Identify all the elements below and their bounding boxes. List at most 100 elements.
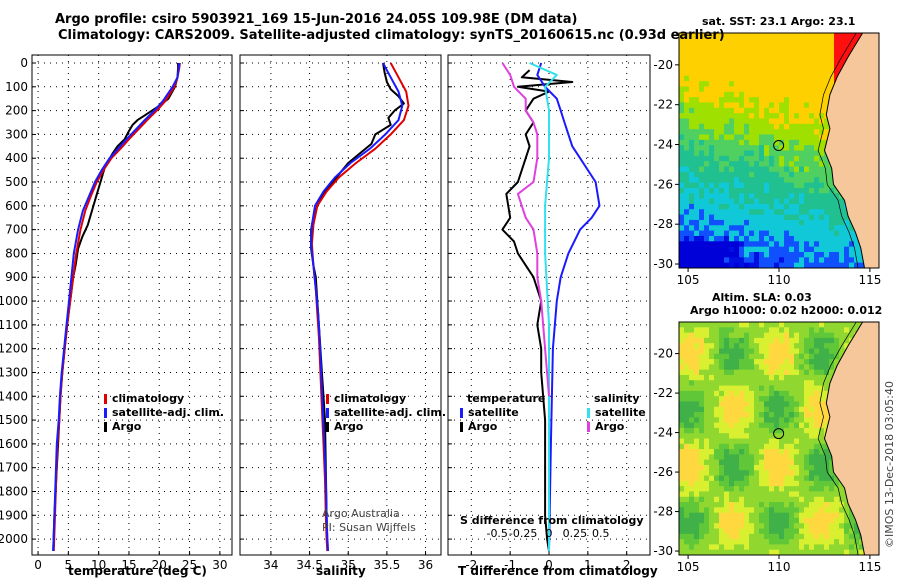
map-cell <box>754 528 760 535</box>
map-cell <box>849 332 855 339</box>
map-cell <box>824 155 830 162</box>
map-cell <box>699 43 705 50</box>
map-cell <box>834 203 840 210</box>
map-cell <box>704 129 710 135</box>
map-cell <box>729 412 735 418</box>
map-cell <box>759 359 765 365</box>
map-cell <box>774 374 780 381</box>
map-cell <box>814 507 820 514</box>
map-cell <box>749 187 755 194</box>
map-cell <box>814 225 820 232</box>
map-cell <box>769 182 775 189</box>
map-cell <box>729 235 735 242</box>
map-cell <box>774 353 780 360</box>
map-cell <box>764 70 770 77</box>
map-cell <box>779 257 785 264</box>
map-cell <box>729 129 735 135</box>
map-cell <box>829 65 835 71</box>
map-cell <box>769 59 775 66</box>
map-cell <box>799 91 805 98</box>
map-cell <box>734 198 740 205</box>
map-cell <box>794 502 800 508</box>
map-cell <box>729 380 735 387</box>
map-cell <box>684 454 690 461</box>
map-cell <box>694 374 700 381</box>
salinity-frame <box>239 54 442 556</box>
map-cell <box>844 343 850 349</box>
map-cell <box>699 86 705 93</box>
map-cell <box>749 486 755 492</box>
map-cell <box>719 241 725 248</box>
map-cell <box>684 443 690 450</box>
map-cell <box>744 262 750 269</box>
map-cell <box>799 427 805 434</box>
legend-sal-climatology: climatology <box>326 392 406 405</box>
map-cell <box>824 171 830 178</box>
map-cell <box>684 177 690 184</box>
depth-tick-label: 1300 <box>0 365 28 379</box>
map-cell <box>724 396 730 402</box>
map-cell <box>704 353 710 360</box>
map-cell <box>699 150 705 157</box>
map-cell <box>784 443 790 450</box>
map-cell <box>789 353 795 360</box>
map-cell <box>824 129 830 135</box>
map-cell <box>799 322 805 328</box>
map-cell <box>709 59 715 66</box>
map-cell <box>724 459 730 466</box>
map-cell <box>834 337 840 344</box>
map-cell <box>784 507 790 514</box>
map-cell <box>769 54 775 61</box>
map-cell <box>789 97 795 103</box>
map-cell <box>789 145 795 151</box>
map-cell <box>764 123 770 130</box>
map-cell <box>694 507 700 514</box>
map-cell <box>784 150 790 157</box>
map-cell <box>739 359 745 365</box>
map-cell <box>769 380 775 387</box>
map-cell <box>689 102 695 109</box>
map-cell <box>809 502 815 508</box>
map-cell <box>774 182 780 189</box>
map-cell <box>764 449 770 455</box>
map-cell <box>694 107 700 114</box>
map-cell <box>819 241 825 248</box>
map-cell <box>764 470 770 477</box>
map-cell <box>679 470 685 477</box>
map-cell <box>774 102 780 109</box>
map-cell <box>709 235 715 242</box>
map-cell <box>834 209 840 216</box>
map-cell <box>739 507 745 514</box>
map-cell <box>714 225 720 232</box>
map-cell <box>719 81 725 87</box>
map-cell <box>824 43 830 50</box>
map-cell <box>734 512 740 519</box>
map-cell <box>694 380 700 387</box>
map-cell <box>749 43 755 50</box>
map-cell <box>809 528 815 535</box>
map-cell <box>699 225 705 232</box>
map-cell <box>839 59 845 66</box>
map-cell <box>769 241 775 248</box>
map-cell <box>799 470 805 477</box>
map-cell <box>744 353 750 360</box>
map-cell <box>729 459 735 466</box>
map-cell <box>739 449 745 455</box>
map-cell <box>679 155 685 162</box>
map-cell <box>729 86 735 93</box>
map-cell <box>794 33 800 39</box>
map-cell <box>714 81 720 87</box>
map-cell <box>679 70 685 77</box>
map-cell <box>784 480 790 487</box>
map-cell <box>689 401 695 408</box>
map-cell <box>794 155 800 162</box>
map-cell <box>784 155 790 162</box>
map-cell <box>839 528 845 535</box>
map-cell <box>809 262 815 269</box>
map-cell <box>679 332 685 339</box>
map-cell <box>679 246 685 253</box>
map-cell <box>699 517 705 524</box>
map-cell <box>809 171 815 178</box>
map-cell <box>834 512 840 519</box>
map-cell <box>824 257 830 264</box>
